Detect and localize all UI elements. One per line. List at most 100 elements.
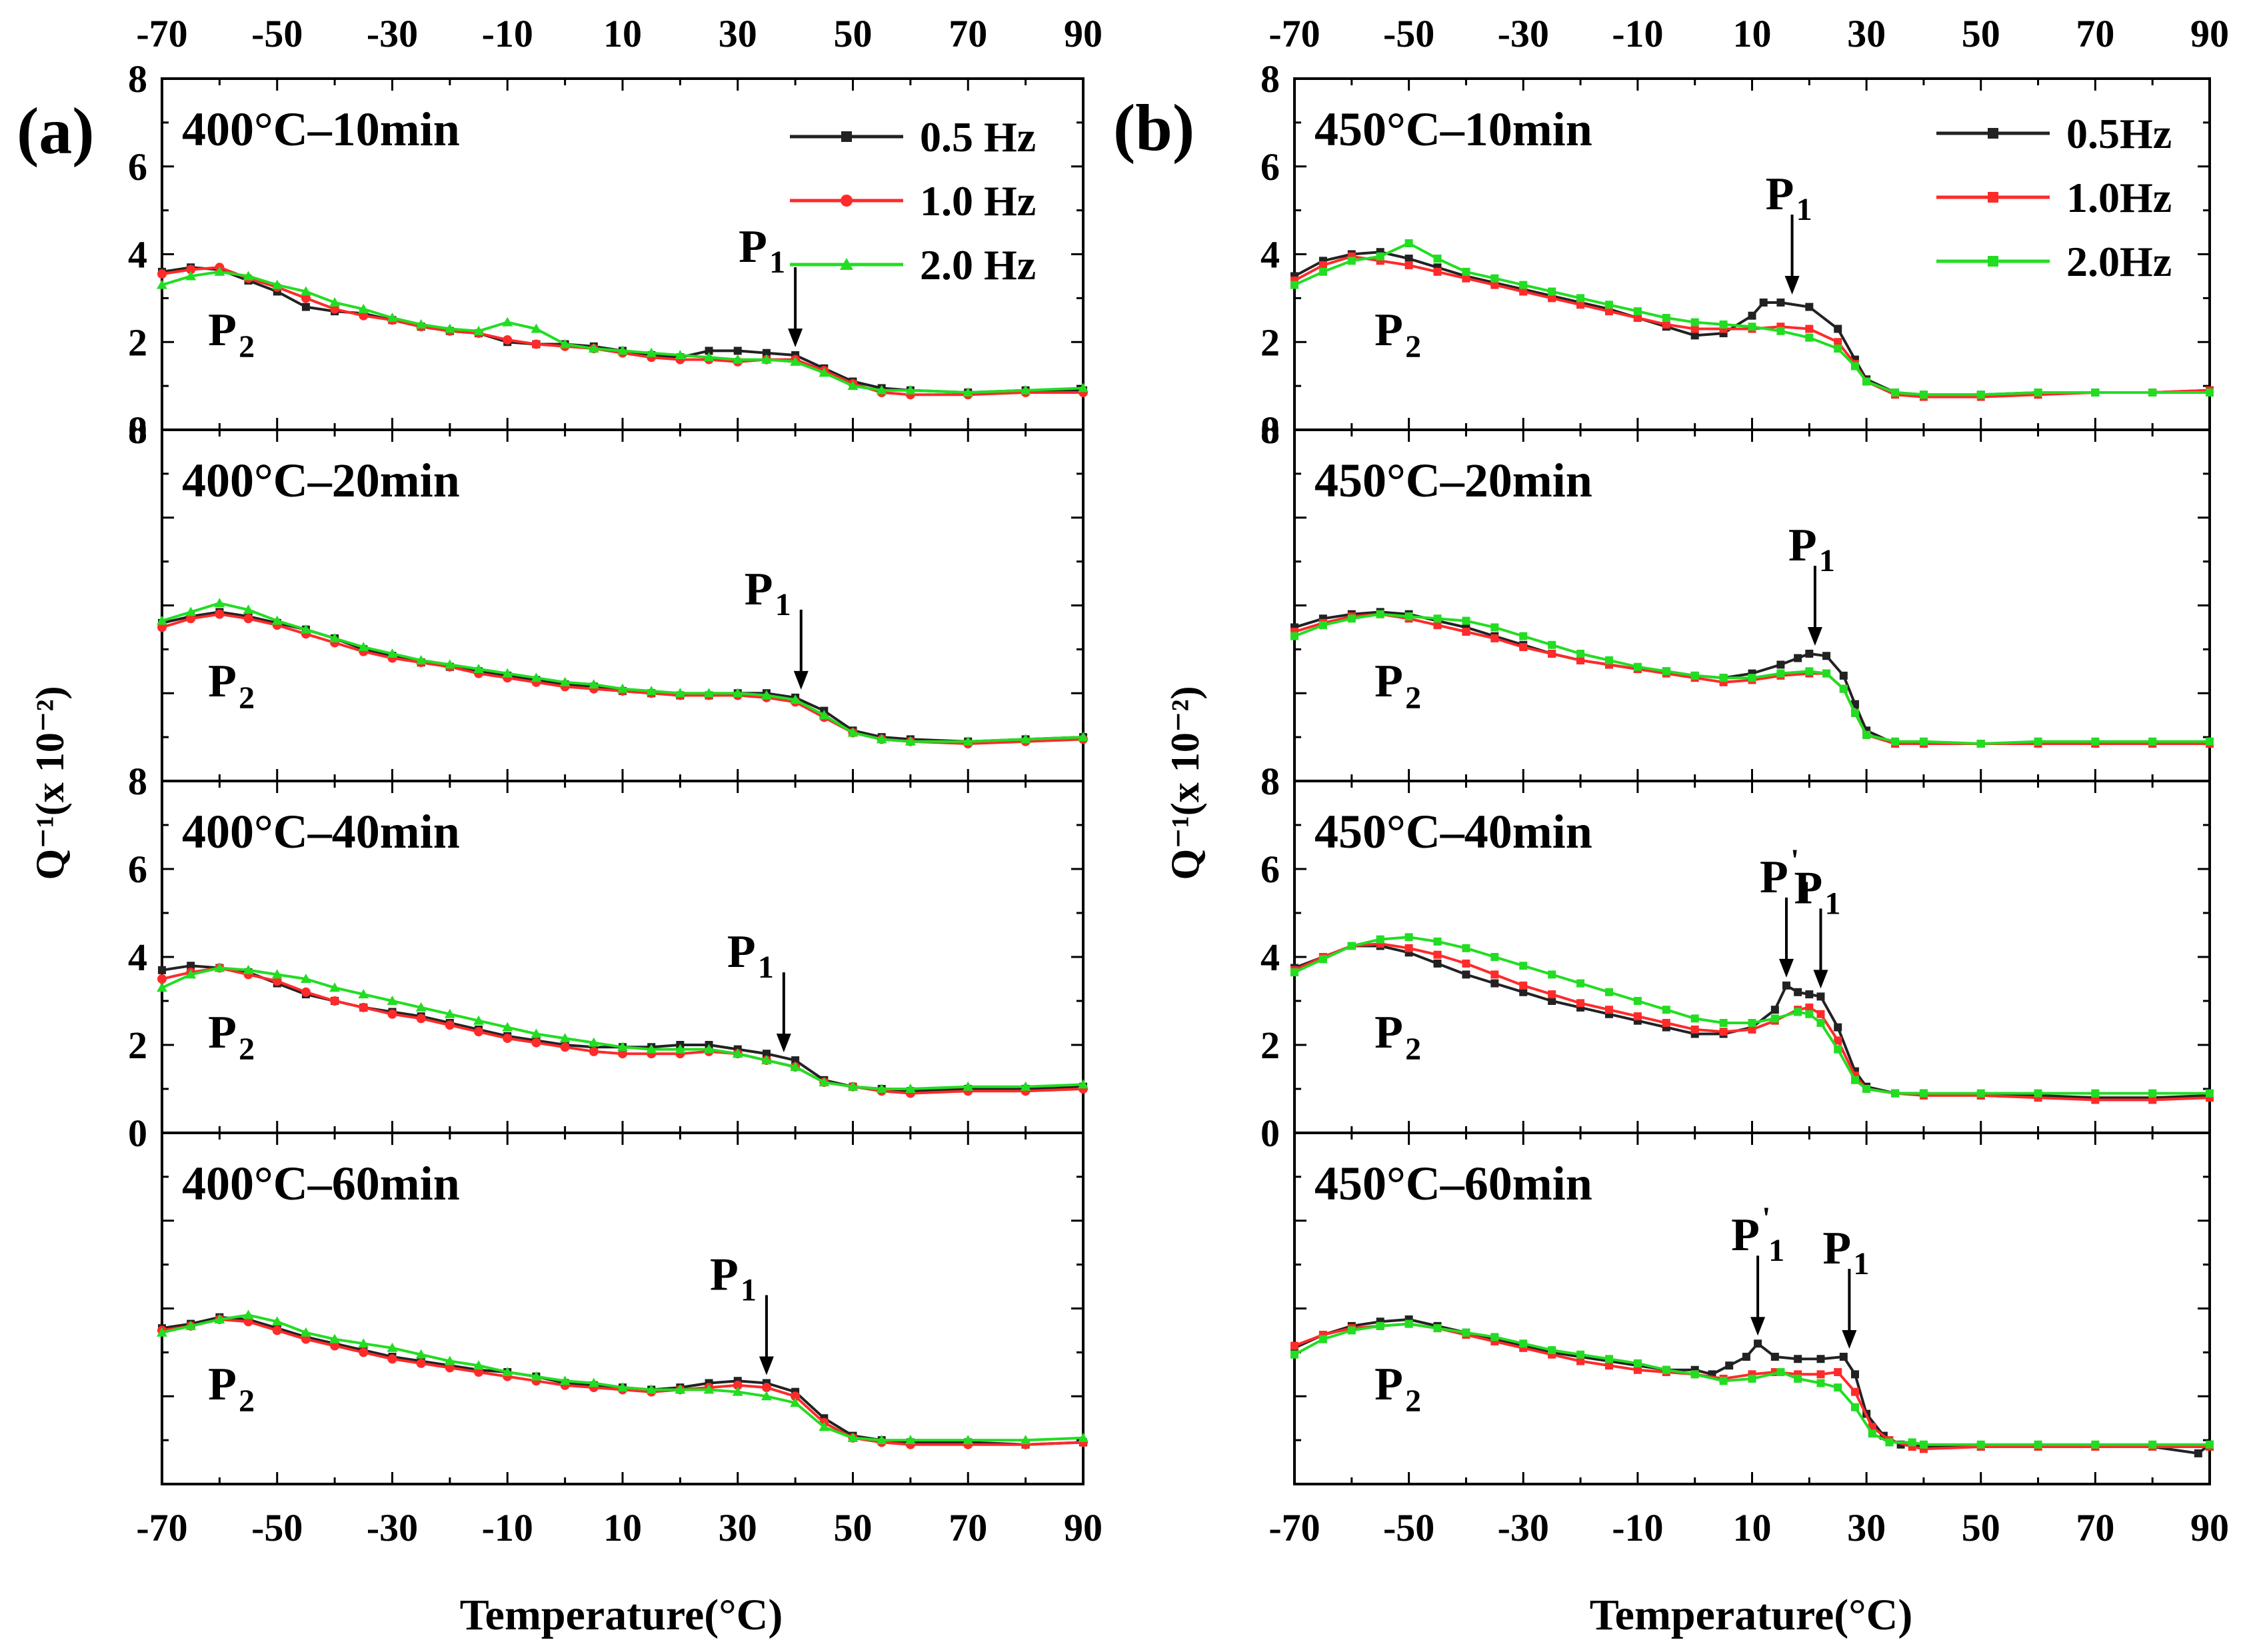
data-point [531,1028,542,1038]
data-point [416,1014,426,1024]
data-point [1548,990,1556,999]
data-point [1891,737,1900,746]
data-point [1748,1019,1756,1027]
y-tick-label: 8 [128,760,147,803]
data-point [1850,1387,1859,1396]
data-point [272,976,282,986]
data-point [1548,997,1556,1005]
data-point [1816,1019,1825,1027]
annotation-sub: 2 [1405,1032,1421,1067]
series-2-0Hz [157,598,1089,746]
series-line [161,966,1084,1090]
data-point [1433,267,1442,276]
data-point [2206,1089,2214,1098]
data-point [2148,1440,2157,1449]
series-2-0Hz [157,1309,1089,1445]
data-point [1078,1079,1089,1089]
y-tick-label: 8 [1260,409,1280,452]
data-point [1690,1014,1699,1023]
data-point [1868,1429,1876,1438]
data-point [329,982,341,992]
data-point [1376,935,1384,944]
data-point [1633,307,1642,316]
data-point [503,335,513,345]
data-point [1604,1355,1613,1363]
annotation-sub: 2 [239,1032,255,1067]
data-point [444,1008,455,1018]
data-point [185,969,197,979]
annotation-main: P [739,221,767,273]
data-point [1662,667,1670,676]
y-axis-label-b: Q⁻¹(x 10⁻²) [1163,686,1207,880]
data-point [1020,385,1031,395]
data-point [1794,1355,1802,1363]
x-tick-label-bottom: -70 [1268,1506,1320,1549]
data-point [415,319,427,329]
data-point [1834,345,1842,353]
data-point [1776,327,1785,335]
data-point [502,1022,513,1032]
x-tick-label-bottom: 70 [2076,1506,2114,1549]
data-point [1770,1006,1779,1014]
data-point [819,710,830,720]
y-tick-label: 0 [128,1112,147,1155]
data-point [2148,1096,2157,1104]
data-point [1834,1383,1842,1392]
subplot-title: 400°C–60min [182,1157,460,1210]
annotation-main: P [1794,862,1822,914]
data-point [243,604,254,614]
data-point [761,690,772,700]
x-tick-label-bottom: 10 [1733,1506,1772,1549]
y-tick-label: 8 [128,57,147,101]
data-point [646,347,657,357]
data-point [1839,671,1848,680]
legend: 0.5 Hz 1.0 Hz 2.0 Hz [790,113,1036,289]
annotation-sub: 2 [239,329,255,365]
y-tick-label: 4 [128,233,147,277]
data-point [243,1317,253,1327]
data-point [1576,1357,1585,1365]
data-point [1822,652,1831,660]
data-point [847,1432,859,1442]
data-point [559,1033,571,1043]
arrow-head [759,1356,774,1375]
data-point [1604,1006,1613,1014]
annotation-main: P [1822,1223,1851,1274]
data-point [1816,1010,1825,1018]
data-point [1548,649,1556,658]
data-point [1462,1328,1470,1337]
y-tick-label: 6 [1260,145,1280,189]
data-point [1462,267,1470,276]
data-point [790,1062,801,1071]
data-point [588,343,599,353]
data-point [157,974,167,984]
series-line [161,1313,1084,1442]
annotation-sub: 1 [1853,1246,1869,1281]
data-point [1318,955,1327,964]
data-point [445,1020,455,1030]
annotation-sub: 2 [1405,329,1421,365]
data-point [733,1380,743,1390]
data-point [1748,1374,1756,1383]
data-point [1754,1339,1762,1348]
data-point [359,311,369,321]
data-point [963,387,974,397]
data-point [1433,1324,1442,1333]
data-point [1839,1352,1848,1361]
x-tick-label-top: -10 [1612,12,1663,55]
data-point [185,606,197,616]
data-point [1782,981,1790,990]
data-point [1862,377,1871,386]
x-tick-label-top: 50 [834,12,873,55]
data-point [2206,1440,2214,1449]
data-point [1376,610,1384,618]
data-point [387,313,398,323]
legend-marker [840,258,853,270]
data-point [416,1358,426,1368]
